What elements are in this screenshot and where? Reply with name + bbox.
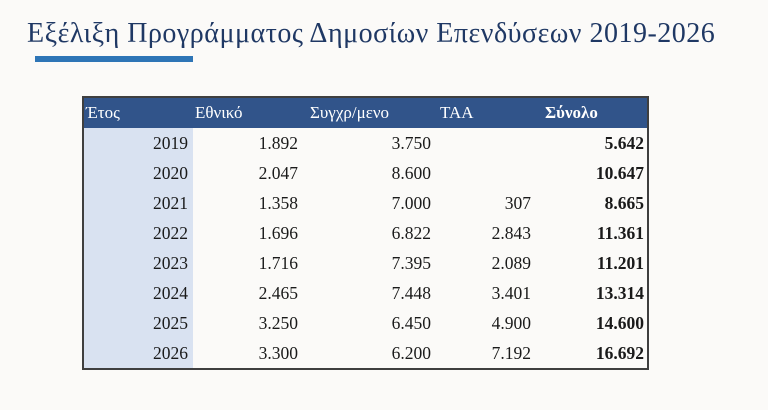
year-cell: 2026: [83, 338, 193, 369]
title-underline-bar: [35, 56, 193, 62]
national-value-cell: 1.892: [258, 132, 298, 153]
year-cell: 2020: [83, 158, 193, 188]
taa-value-cell: [438, 158, 543, 188]
total-value-cell: 14.600: [595, 312, 644, 333]
table-row: 2026 3.300 6.200 7.192 16.692: [83, 338, 648, 369]
cofinanced-value-cell: 6.450: [391, 312, 431, 333]
column-header-year: Έτος: [83, 97, 193, 128]
table-row: 2021 1.358 7.000 307 8.665: [83, 188, 648, 218]
year-cell: 2025: [83, 308, 193, 338]
taa-value-cell: 2.089: [491, 252, 531, 273]
cofinanced-value-cell: 7.395: [391, 252, 431, 273]
total-value-cell: 10.647: [595, 162, 644, 183]
taa-value-cell: 307: [504, 192, 531, 213]
total-value-cell: 16.692: [595, 342, 644, 363]
total-value-cell: 13.314: [595, 282, 644, 303]
cofinanced-value-cell: 7.448: [391, 282, 431, 303]
column-header-ethniko: Εθνικό: [193, 97, 308, 128]
table-row: 2024 2.465 7.448 3.401 13.314: [83, 278, 648, 308]
table-body: 2019 1.892 3.750 5.642 2020 2.047 8.600 10.647 2…: [83, 128, 648, 369]
national-value-cell: 1.696: [258, 222, 298, 243]
year-cell: 2024: [83, 278, 193, 308]
table-header: Έτος Εθνικό Συγχρ/μενο ΤΑΑ Σύνολο: [83, 97, 648, 128]
table-row: 2020 2.047 8.600 10.647: [83, 158, 648, 188]
national-value-cell: 2.465: [258, 282, 298, 303]
year-cell: 2022: [83, 218, 193, 248]
column-header-total: Σύνολο: [543, 97, 648, 128]
column-header-taa: ΤΑΑ: [438, 97, 543, 128]
total-value-cell: 8.665: [604, 192, 644, 213]
page-title: Εξέλιξη Προγράμματος Δημοσίων Επενδύσεων…: [27, 18, 716, 49]
taa-value-cell: 7.192: [491, 342, 531, 363]
cofinanced-value-cell: 6.200: [391, 342, 431, 363]
column-header-sygchr: Συγχρ/μενο: [308, 97, 438, 128]
taa-value-cell: 4.900: [491, 312, 531, 333]
national-value-cell: 3.250: [258, 312, 298, 333]
taa-value-cell: 3.401: [491, 282, 531, 303]
table-row: 2019 1.892 3.750 5.642: [83, 128, 648, 158]
table-row: 2025 3.250 6.450 4.900 14.600: [83, 308, 648, 338]
total-value-cell: 5.642: [604, 132, 644, 153]
national-value-cell: 1.358: [258, 192, 298, 213]
taa-value-cell: [438, 128, 543, 158]
total-value-cell: 11.201: [596, 252, 644, 273]
table-row: 2022 1.696 6.822 2.843 11.361: [83, 218, 648, 248]
cofinanced-value-cell: 3.750: [391, 132, 431, 153]
table-row: 2023 1.716 7.395 2.089 11.201: [83, 248, 648, 278]
cofinanced-value-cell: 7.000: [391, 192, 431, 213]
taa-value-cell: 2.843: [491, 222, 531, 243]
year-cell: 2023: [83, 248, 193, 278]
cofinanced-value-cell: 6.822: [391, 222, 431, 243]
national-value-cell: 3.300: [258, 342, 298, 363]
total-value-cell: 11.361: [596, 222, 644, 243]
cofinanced-value-cell: 8.600: [391, 162, 431, 183]
year-cell: 2019: [83, 128, 193, 158]
national-value-cell: 1.716: [258, 252, 298, 273]
investment-program-table: Έτος Εθνικό Συγχρ/μενο ΤΑΑ Σύνολο 2019 1.892 3…: [82, 96, 649, 370]
year-cell: 2021: [83, 188, 193, 218]
header-row: Έτος Εθνικό Συγχρ/μενο ΤΑΑ Σύνολο: [83, 97, 648, 128]
national-value-cell: 2.047: [258, 162, 298, 183]
